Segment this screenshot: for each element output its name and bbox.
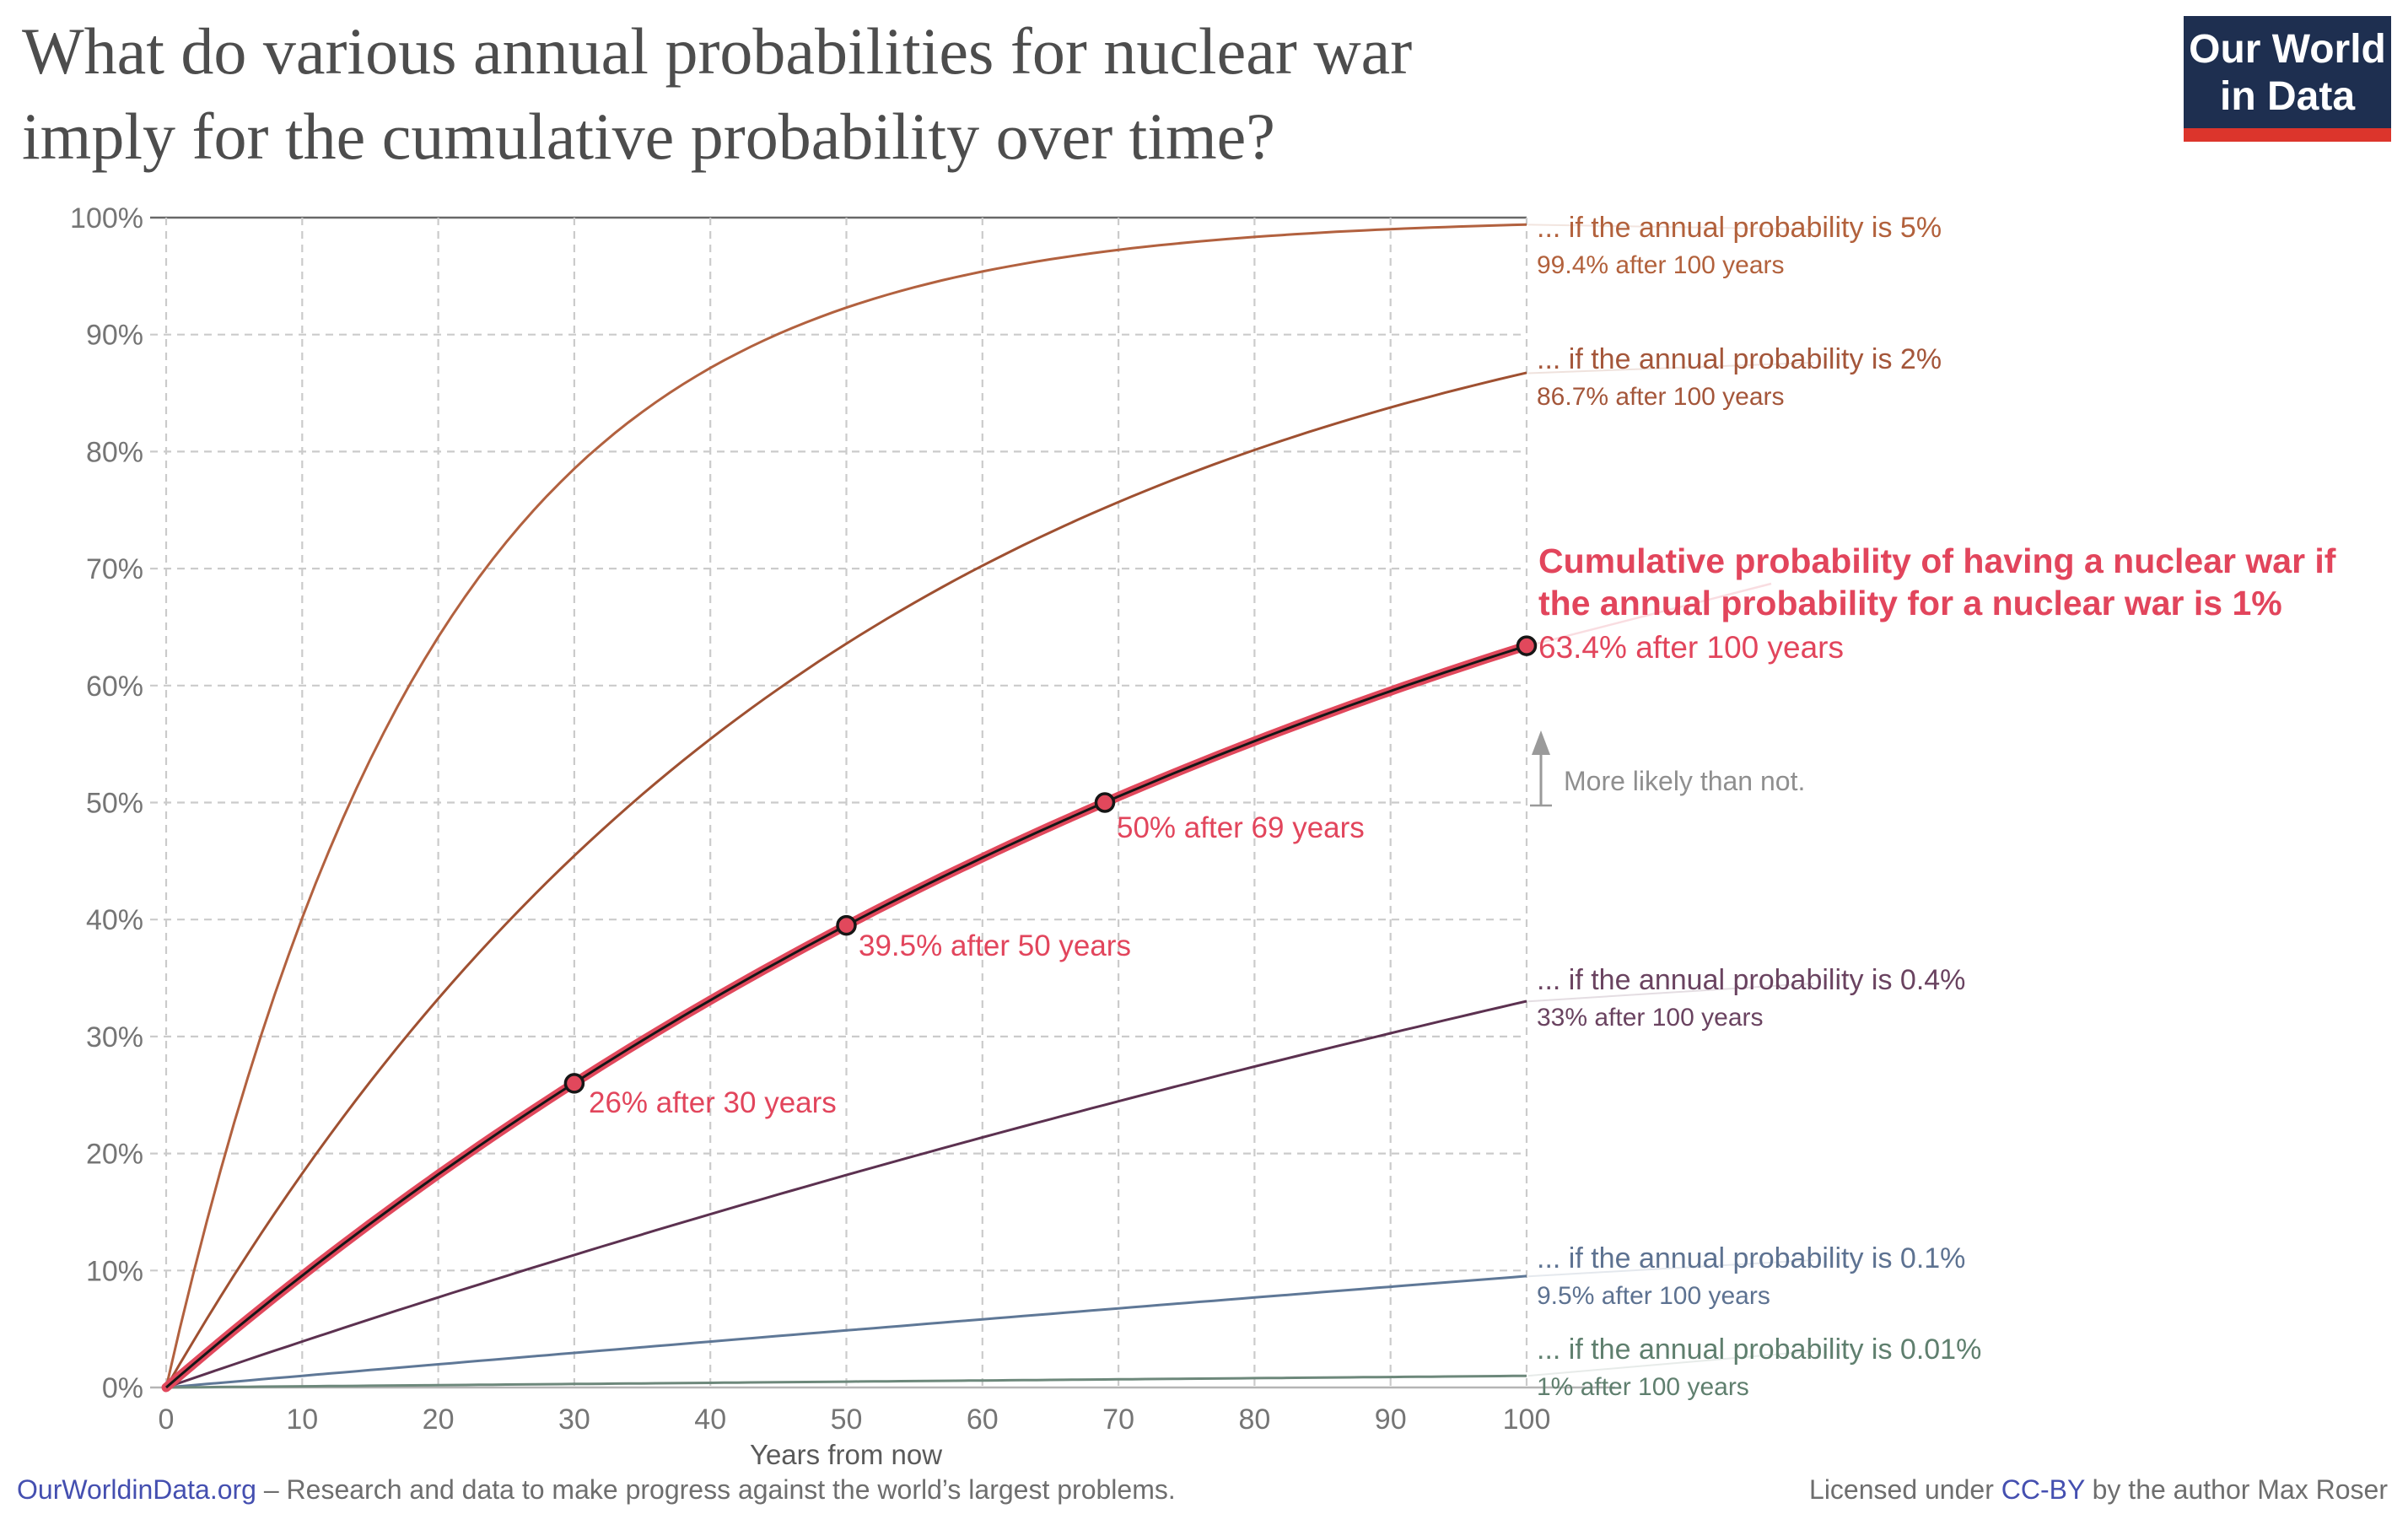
curve-0.4pct[interactable] [165, 999, 1527, 1389]
curve-0.1pct[interactable] [165, 1274, 1527, 1389]
page-title: What do various annual probabilities for… [22, 8, 1962, 180]
owid-logo: Our World in Data [2184, 16, 2391, 143]
legend-series-01pct: ... if the annual probability is 0.1% 9.… [1537, 1242, 1966, 1311]
legend-series-01pct-label: ... if the annual probability is 0.1% [1537, 1242, 1966, 1274]
legend-series-001pct: ... if the annual probability is 0.01% 1… [1537, 1334, 1981, 1401]
point-label-50-years: 39.5% after 50 years [859, 929, 1131, 962]
x-tick-label-80: 80 [1238, 1404, 1270, 1436]
y-tick-label-20: 20% [86, 1139, 143, 1171]
label-leader-0.4pct [1527, 983, 1814, 1003]
legend-series-04pct: ... if the annual probability is 0.4% 33… [1537, 964, 1966, 1032]
legend-series-04pct-label: ... if the annual probability is 0.4% [1537, 964, 1966, 996]
legend-series-04pct-value: 33% after 100 years [1537, 1004, 1764, 1032]
footer-license-post: by the author Max Roser [2084, 1474, 2388, 1505]
y-tick-label-50: 50% [86, 788, 143, 820]
legend-series-2pct-label: ... if the annual probability is 2% [1537, 343, 1942, 375]
y-tick-label-80: 80% [86, 436, 143, 468]
footer-license-pre: Licensed under [1809, 1474, 2001, 1505]
x-tick-label-0: 0 [159, 1404, 175, 1436]
x-tick-label-20: 20 [423, 1404, 455, 1436]
point-label-30-years: 26% after 30 years [589, 1086, 837, 1119]
x-tick-label-30: 30 [558, 1404, 590, 1436]
page-title-line2: imply for the cumulative probability ove… [22, 100, 1275, 174]
legend-series-1pct-highlight: Cumulative probability of having a nucle… [1538, 540, 2335, 665]
legend-series-01pct-value: 9.5% after 100 years [1537, 1282, 1770, 1311]
legend-series-001pct-value: 1% after 100 years [1537, 1373, 1749, 1402]
footer-credit: OurWorldinData.org – Research and data t… [17, 1474, 1176, 1506]
marker-69y[interactable] [1094, 792, 1116, 813]
legend-series-5pct: ... if the annual probability is 5% 99.4… [1537, 212, 1942, 280]
label-leader-0.1pct [1527, 1259, 1814, 1278]
x-tick-label-60: 60 [967, 1404, 999, 1436]
marker-100y[interactable] [1516, 635, 1538, 656]
x-axis-title: Years from now [749, 1439, 943, 1470]
x-tick-label-90: 90 [1375, 1404, 1407, 1436]
legend-series-1pct-label-line2: the annual probability for a nuclear war… [1538, 584, 2282, 623]
label-leader-2pct [1527, 362, 1814, 374]
legend-series-2pct-value: 86.7% after 100 years [1537, 383, 1785, 412]
footer-license: Licensed under CC-BY by the author Max R… [1809, 1474, 2388, 1506]
page-title-line1: What do various annual probabilities for… [22, 14, 1413, 88]
y-tick-label-40: 40% [86, 904, 143, 936]
x-tick-label-40: 40 [694, 1404, 726, 1436]
owid-link[interactable]: OurWorldinData.org [17, 1474, 256, 1505]
legend-series-1pct-value: 63.4% after 100 years [1538, 630, 1844, 665]
more-likely-arrow-head [1532, 730, 1550, 755]
more-likely-annotation: More likely than not. [1564, 766, 1806, 796]
legend-series-1pct-label-line1: Cumulative probability of having a nucle… [1538, 541, 2336, 580]
marker-50y[interactable] [836, 914, 857, 936]
label-leader-1pct [1527, 582, 1772, 647]
x-tick-label-70: 70 [1102, 1404, 1134, 1436]
y-tick-label-70: 70% [86, 553, 143, 585]
label-leader-0.01pct [1527, 1350, 1814, 1377]
x-tick-label-50: 50 [831, 1404, 863, 1436]
marker-30y[interactable] [563, 1073, 585, 1094]
footer-credit-text: – Research and data to make progress aga… [256, 1474, 1176, 1505]
legend-series-5pct-label: ... if the annual probability is 5% [1537, 212, 1942, 244]
y-tick-label-30: 30% [86, 1021, 143, 1053]
owid-logo-line2: in Data [2219, 73, 2356, 119]
y-tick-label-0: 0% [102, 1372, 143, 1404]
legend-series-001pct-label: ... if the annual probability is 0.01% [1537, 1334, 1982, 1366]
y-tick-label-90: 90% [86, 320, 143, 352]
legend-series-2pct: ... if the annual probability is 2% 86.7… [1537, 343, 1942, 412]
x-tick-label-10: 10 [286, 1404, 318, 1436]
point-label-69-years: 50% after 69 years [1117, 811, 1365, 844]
label-leader-5pct [1527, 224, 1814, 230]
x-tick-label-100: 100 [1503, 1404, 1551, 1436]
y-tick-label-100: 100% [70, 202, 143, 234]
legend-series-5pct-value: 99.4% after 100 years [1537, 251, 1785, 280]
curve-5pct[interactable] [164, 223, 1527, 1388]
ccby-link[interactable]: CC-BY [2001, 1474, 2085, 1505]
owid-logo-line1: Our World [2189, 27, 2386, 72]
y-tick-label-60: 60% [86, 671, 143, 703]
y-tick-label-10: 10% [86, 1255, 143, 1287]
curve-2pct[interactable] [164, 371, 1527, 1388]
curve-0.01pct[interactable] [165, 1374, 1527, 1389]
